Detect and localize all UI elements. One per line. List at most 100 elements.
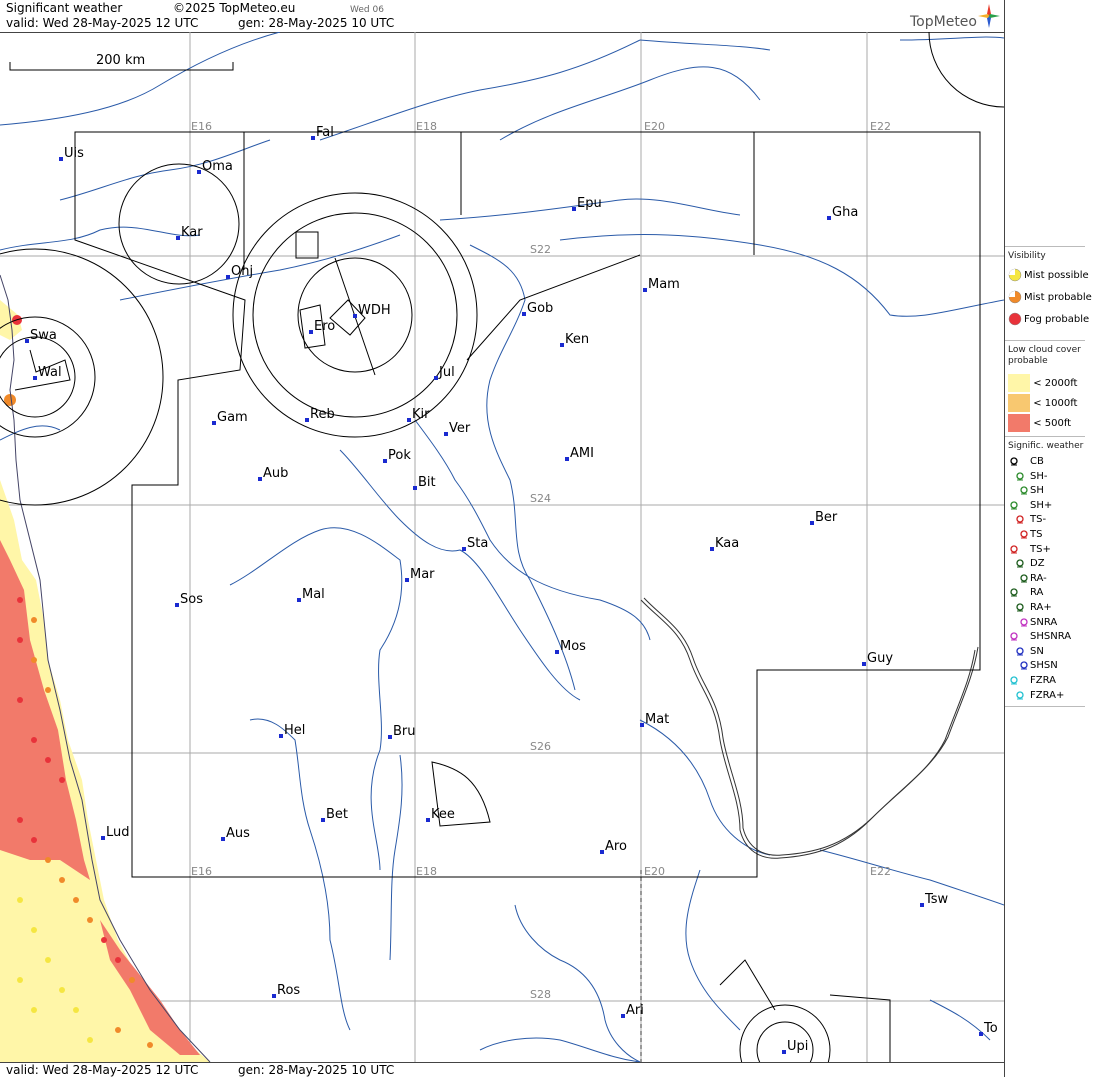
lat-label: S24 <box>530 492 551 505</box>
place-marker-kar <box>176 236 180 240</box>
divider <box>1005 340 1085 341</box>
place-marker-oma <box>197 170 201 174</box>
map-footer: valid: Wed 28-May-2025 12 UTC gen: 28-Ma… <box>0 1062 1004 1078</box>
weather-legend-item: SH+ <box>1008 499 1052 512</box>
place-label-ros: Ros <box>277 983 300 998</box>
thunderstorm-light-icon <box>1016 515 1024 524</box>
place-label-ero: Ero <box>314 319 335 334</box>
lon-label: E16 <box>191 865 212 878</box>
lon-label: E22 <box>870 120 891 133</box>
place-label-to: To <box>983 1021 998 1036</box>
brand-logo-text: TopMeteo <box>910 14 977 30</box>
place-label-kar: Kar <box>181 225 203 240</box>
place-marker-pok <box>383 459 387 463</box>
place-marker-mam <box>643 288 647 292</box>
place-marker-ber <box>810 521 814 525</box>
valid-time: valid: Wed 28-May-2025 12 UTC <box>6 16 199 30</box>
rain-light-icon <box>1020 574 1028 583</box>
freezing-rain-icon <box>1010 676 1018 685</box>
visibility-title: Visibility <box>1008 251 1046 261</box>
cloud-legend-item: < 500ft <box>1008 414 1071 432</box>
footer-gen-time: gen: 28-May-2025 10 UTC <box>238 1063 395 1077</box>
divider <box>1005 706 1085 707</box>
weather-legend-item: SH- <box>1008 470 1047 483</box>
cloud-title: Low cloud cover probable <box>1008 345 1081 366</box>
rivers <box>0 32 1004 1062</box>
weather-legend-item: FZRA <box>1008 674 1056 687</box>
place-label-bet: Bet <box>326 807 348 822</box>
border-river <box>640 597 979 1062</box>
place-label-lud: Lud <box>106 825 130 840</box>
divider <box>1005 246 1085 247</box>
place-marker-uis <box>59 157 63 161</box>
place-label-kaa: Kaa <box>715 536 739 551</box>
cloud-legend-item: < 1000ft <box>1008 394 1077 412</box>
weather-title: Signific. weather <box>1008 441 1084 451</box>
cloud-swatch-icon <box>1008 374 1030 392</box>
visibility-swatch-icon <box>1008 268 1022 282</box>
visibility-legend-item: Fog probable <box>1008 312 1089 326</box>
place-marker-jul <box>434 376 438 380</box>
place-label-ami: AMI <box>570 446 594 461</box>
run-label: Wed 06 <box>350 5 384 15</box>
place-label-bru: Bru <box>393 724 416 739</box>
place-marker-swa <box>25 339 29 343</box>
place-label-mar: Mar <box>410 567 435 582</box>
place-label-guy: Guy <box>867 651 893 666</box>
divider <box>1005 436 1085 437</box>
lon-label: E22 <box>870 865 891 878</box>
gen-time: gen: 28-May-2025 10 UTC <box>238 16 395 30</box>
place-marker-gam <box>212 421 216 425</box>
weather-map[interactable]: E16 E18 E20 E22 E16 E18 E20 E22 S22 S24 … <box>0 32 1004 1062</box>
grid-lines <box>0 32 1004 1062</box>
place-label-ari: Ari <box>626 1003 644 1018</box>
place-label-sos: Sos <box>180 592 203 607</box>
place-label-gha: Gha <box>832 205 858 220</box>
lon-label: E16 <box>191 120 212 133</box>
place-label-wdh: WDH <box>358 303 391 318</box>
place-marker-ari <box>621 1014 625 1018</box>
lon-label: E20 <box>644 120 665 133</box>
sleet-icon <box>1020 617 1028 627</box>
scale-bar-label: 200 km <box>96 53 145 68</box>
place-marker-ken <box>560 343 564 347</box>
scale-bar: 200 km <box>9 53 234 71</box>
place-label-reb: Reb <box>310 407 335 422</box>
visibility-legend-item: Mist possible <box>1008 268 1089 282</box>
place-marker-wdh <box>353 314 357 318</box>
map-header: Significant weather ©2025 TopMeteo.eu We… <box>0 0 1004 33</box>
thunderstorm-icon <box>1020 530 1028 539</box>
place-markers: Uis Fal Oma Kar Onj Epu Gha Swa Wal Ero WDH Gob Mam K… <box>25 125 998 1054</box>
weather-legend-item: FZRA+ <box>1008 689 1064 702</box>
drizzle-icon <box>1016 559 1024 568</box>
weather-legend-item: RA- <box>1008 572 1047 585</box>
place-label-bit: Bit <box>418 475 436 490</box>
place-label-hel: Hel <box>284 723 305 738</box>
coastal-fog-area <box>0 300 210 1062</box>
place-label-mos: Mos <box>560 639 586 654</box>
weather-legend-item: CB <box>1008 455 1044 468</box>
weather-legend-item: TS <box>1008 528 1042 541</box>
sleet-shower-icon <box>1010 632 1018 641</box>
freezing-rain-heavy-icon <box>1016 690 1024 700</box>
place-marker-onj <box>226 275 230 279</box>
lon-label: E18 <box>416 120 437 133</box>
place-label-epu: Epu <box>577 196 602 211</box>
lat-label: S22 <box>530 243 551 256</box>
place-marker-reb <box>305 418 309 422</box>
place-marker-mar <box>405 578 409 582</box>
cloud-legend-item: < 2000ft <box>1008 374 1077 392</box>
place-label-aus: Aus <box>226 826 250 841</box>
place-marker-mos <box>555 650 559 654</box>
compass-logo-icon <box>978 4 1000 28</box>
fog-dots <box>17 597 153 1048</box>
place-label-mam: Mam <box>648 277 680 292</box>
shower-light-icon <box>1016 471 1024 481</box>
tma-circles <box>0 32 1004 1062</box>
weather-legend-item: RA <box>1008 586 1043 599</box>
place-label-gam: Gam <box>217 410 248 425</box>
place-marker-lud <box>101 836 105 840</box>
cloud-swatch-icon <box>1008 394 1030 412</box>
place-marker-sta <box>462 547 466 551</box>
chart-title: Significant weather <box>6 1 123 15</box>
